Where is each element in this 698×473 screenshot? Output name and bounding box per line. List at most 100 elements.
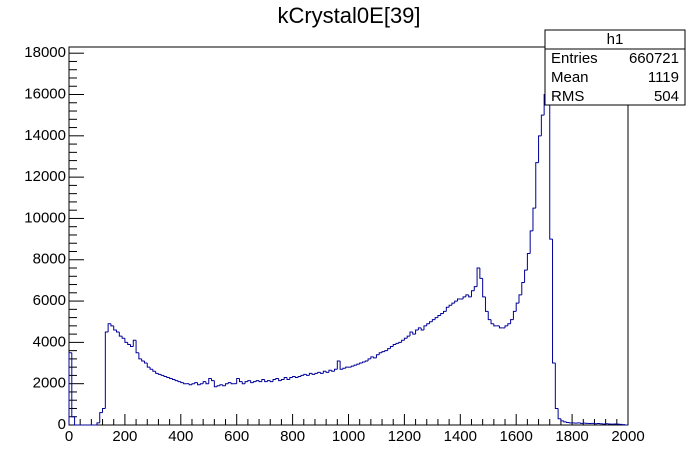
- y-tick-label: 0: [58, 416, 66, 433]
- histogram-bin: [465, 294, 469, 297]
- histogram-bin: [437, 315, 441, 318]
- histogram-bin: [498, 325, 503, 329]
- histogram-bin: [143, 360, 148, 364]
- histogram-bin: [395, 342, 399, 345]
- x-tick-label: 400: [168, 428, 193, 445]
- histogram-bin: [342, 367, 346, 370]
- histogram-bin: [487, 311, 492, 321]
- histogram-bin: [211, 378, 215, 382]
- histogram-bin: [482, 278, 486, 298]
- histogram-bin: [269, 380, 274, 383]
- y-tick-label: 10000: [24, 209, 66, 226]
- y-tick-label: 4000: [33, 333, 66, 350]
- histogram-bin: [401, 339, 405, 343]
- histogram-bin: [375, 354, 380, 358]
- histogram-bin: [171, 378, 176, 381]
- histogram-bin: [163, 375, 167, 377]
- histogram-bin: [445, 306, 450, 312]
- histogram-bin: [280, 379, 285, 381]
- histogram-bin: [278, 378, 282, 382]
- histogram-bin: [529, 230, 533, 254]
- histogram-bin: [236, 378, 240, 384]
- histogram-bin: [116, 329, 120, 333]
- histogram-bin: [524, 269, 528, 283]
- histogram-bin: [191, 383, 195, 385]
- histogram-bin: [141, 358, 145, 362]
- histogram-bin: [370, 356, 374, 359]
- histogram-bin: [448, 304, 452, 308]
- histogram-bin: [255, 380, 260, 382]
- histogram-bin: [213, 380, 218, 388]
- histogram-bin: [124, 338, 128, 343]
- histogram-bin: [431, 319, 436, 322]
- histogram-bin: [238, 378, 243, 383]
- histogram-bin: [121, 336, 125, 339]
- histogram-bin: [420, 327, 424, 331]
- stats-label: Mean: [551, 69, 589, 86]
- histogram-bin: [311, 373, 315, 375]
- histogram-bin: [526, 253, 531, 271]
- histogram-bin: [454, 300, 458, 304]
- histogram-bin: [194, 382, 198, 384]
- histogram-bin: [314, 372, 318, 375]
- histogram-bin: [208, 378, 212, 384]
- histogram-bin: [102, 407, 106, 413]
- histogram-bin: [470, 290, 475, 297]
- histogram-bin: [552, 239, 556, 364]
- stats-title: h1: [607, 31, 624, 48]
- histogram-bin: [535, 162, 539, 209]
- x-tick-label: 200: [112, 428, 137, 445]
- histogram-bin: [135, 340, 139, 354]
- histogram-bin: [297, 375, 301, 378]
- histogram-bin: [160, 374, 165, 376]
- histogram-bin: [540, 114, 545, 136]
- histogram-bin: [554, 363, 559, 409]
- histogram-bin: [294, 376, 299, 378]
- histogram-bin: [479, 268, 483, 279]
- chart-title: kCrystal0E[39]: [277, 3, 420, 28]
- histogram-bin: [367, 358, 371, 361]
- histogram-bin: [392, 343, 397, 347]
- histogram-bin: [322, 370, 327, 374]
- histogram-bin: [244, 381, 248, 384]
- histogram-bin: [205, 381, 209, 385]
- histogram-bin: [216, 385, 220, 387]
- histogram-bin: [286, 377, 290, 381]
- histogram-bin: [423, 325, 427, 330]
- histogram-bin: [264, 379, 268, 383]
- histogram-bin: [507, 323, 511, 326]
- histogram-bin: [250, 380, 254, 384]
- y-tick-label: 14000: [24, 127, 66, 144]
- stats-value: 1119: [648, 69, 679, 86]
- histogram-bin: [113, 325, 117, 331]
- histogram-bin: [303, 373, 307, 376]
- histogram-bin: [174, 379, 179, 382]
- histogram-bin: [275, 378, 279, 380]
- x-tick-label: 600: [224, 428, 249, 445]
- histogram-bin: [152, 369, 156, 372]
- y-tick-label: 6000: [33, 292, 66, 309]
- histogram-bin: [440, 312, 444, 316]
- histogram-bin: [328, 369, 332, 373]
- histogram-bin: [426, 323, 430, 326]
- histogram-bin: [560, 418, 564, 422]
- histogram-bin: [563, 420, 567, 423]
- histogram-bin: [104, 331, 109, 409]
- histogram-bin: [225, 383, 229, 386]
- histogram-bin: [266, 380, 271, 382]
- histogram-bin: [68, 352, 72, 425]
- histogram-bin: [74, 416, 78, 426]
- histogram-bin: [373, 356, 377, 359]
- histogram-bin: [118, 332, 123, 337]
- histogram-bin: [521, 281, 525, 295]
- histogram-bin: [300, 374, 304, 377]
- histogram-bin: [202, 381, 206, 384]
- histogram-bin: [415, 329, 419, 335]
- histogram-bin: [451, 302, 455, 306]
- histogram-bin: [334, 368, 338, 372]
- histogram-bin: [515, 302, 519, 312]
- histogram-bin: [99, 412, 103, 423]
- histogram-bin: [532, 207, 536, 231]
- x-tick-label: 2000: [611, 428, 644, 445]
- x-tick-label: 1600: [500, 428, 533, 445]
